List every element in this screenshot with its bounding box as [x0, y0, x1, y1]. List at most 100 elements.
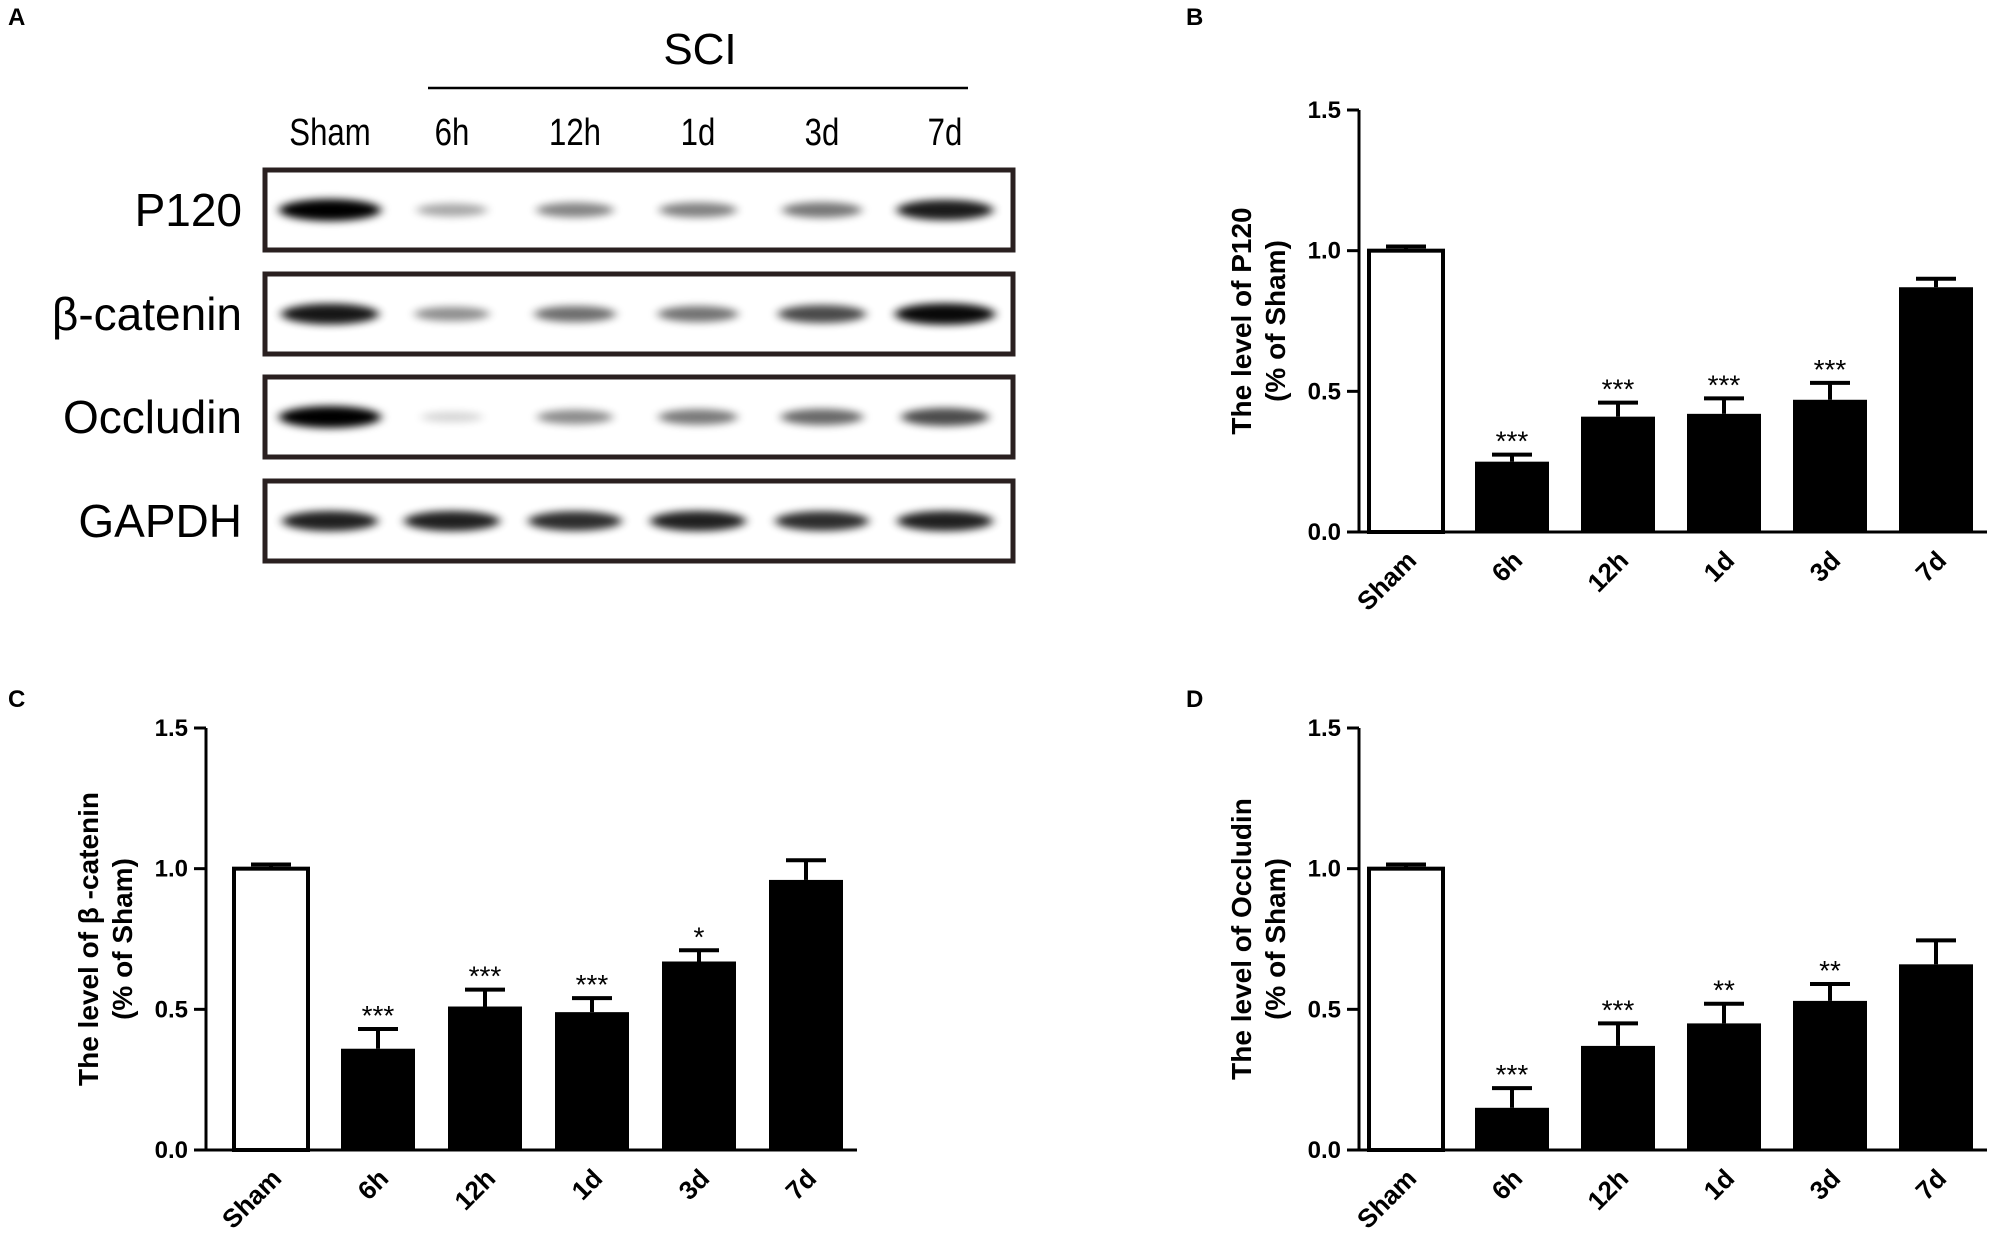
bar-12h — [1581, 1045, 1655, 1150]
chart-beta-catenin: 0.0 0.5 1.0 1.5 The level of β -catenin (% of… — [40, 690, 880, 1256]
blot-band — [536, 202, 614, 218]
significance-label: *** — [1602, 994, 1635, 1025]
y-axis-label-sub: (% of Sham) — [1260, 240, 1291, 402]
y-axis-label: The level of β -catenin — [73, 792, 104, 1086]
panel-letter-b: B — [1186, 4, 1204, 31]
blot-band — [279, 406, 381, 428]
blot-band — [777, 304, 867, 324]
western-blot-figure: SCI Sham 6h 12h 1d 3d 7d P120 β-catenin Occludi… — [52, 25, 1016, 564]
x-tick-label: 1d — [1698, 545, 1741, 588]
x-tick-label: 3d — [1804, 1163, 1847, 1206]
y-axis-label: The level of P120 — [1226, 207, 1257, 434]
x-tick-label: 6h — [352, 1163, 395, 1206]
significance-label: * — [694, 921, 705, 952]
y-tick-label: 0.5 — [155, 996, 188, 1023]
bar-3d — [1793, 1000, 1867, 1150]
bar-6h — [1475, 1107, 1549, 1150]
y-tick-label: 0.0 — [155, 1137, 188, 1164]
blot-band — [404, 510, 500, 532]
blot-frame — [262, 478, 1016, 564]
x-tick-label: 6h — [1486, 1163, 1529, 1206]
bar-7d — [769, 879, 843, 1150]
bar-1d — [555, 1012, 629, 1150]
chart-occludin: 0.0 0.5 1.0 1.5 The level of Occludin (% of S… — [1190, 690, 2000, 1256]
significance-label: *** — [1602, 374, 1635, 405]
blot-band — [650, 510, 746, 532]
blot-band — [414, 306, 490, 322]
y-tick-label: 1.0 — [155, 856, 188, 883]
blot-band — [780, 408, 864, 426]
y-tick-label: 1.0 — [1308, 238, 1341, 265]
blot-band — [659, 202, 737, 218]
significance-label: ** — [1713, 975, 1735, 1006]
blot-row: β-catenin — [52, 271, 1016, 357]
bar-7d — [1899, 287, 1973, 532]
bar-12h — [1581, 416, 1655, 532]
y-tick-label: 1.5 — [155, 715, 188, 742]
bar-1d — [1687, 413, 1761, 532]
panel-letter-c: C — [8, 686, 26, 713]
y-tick-label: 0.5 — [1308, 996, 1341, 1023]
bar-3d — [662, 961, 736, 1150]
blot-row-label: β-catenin — [52, 288, 242, 340]
blot-band — [896, 199, 994, 221]
chart-p120: 0.0 0.5 1.0 1.5 The level of P120 (% of Sham)… — [1190, 70, 2000, 650]
bar-sham — [1367, 866, 1445, 1153]
panel-letter-d: D — [1186, 686, 1204, 713]
blot-frame — [262, 167, 1016, 253]
western-blot-panel: SCI Sham 6h 12h 1d 3d 7d P120 β-catenin Occludi… — [0, 0, 1040, 580]
blot-row-label: P120 — [135, 184, 242, 236]
blot-band — [281, 303, 379, 325]
y-axis-label-sub: (% of Sham) — [107, 858, 138, 1020]
blot-band — [279, 199, 381, 221]
blot-row-label: GAPDH — [78, 495, 242, 547]
bar-3d — [1793, 399, 1867, 532]
blot-band — [282, 510, 378, 532]
x-tick-label: 1d — [1698, 1163, 1741, 1206]
blot-band — [897, 510, 993, 532]
panel-letter-a: A — [8, 4, 26, 31]
significance-label: *** — [362, 1000, 395, 1031]
significance-label: *** — [469, 961, 502, 992]
x-tick-label: 12h — [1581, 1163, 1634, 1216]
bar-7d — [1899, 964, 1973, 1150]
blot-row: GAPDH — [78, 478, 1016, 564]
lane-label: 12h — [549, 112, 601, 154]
x-tick-label: 12h — [1581, 545, 1634, 598]
bar-sham — [1367, 248, 1445, 535]
x-tick-label: 3d — [1804, 545, 1847, 588]
x-tick-label: 7d — [1910, 1163, 1953, 1206]
x-tick-label: 3d — [673, 1163, 716, 1206]
x-tick-label: Sham — [1351, 1163, 1422, 1234]
significance-label: *** — [1496, 426, 1529, 457]
blot-band — [657, 306, 739, 322]
x-tick-label: Sham — [216, 1163, 287, 1234]
y-tick-label: 0.5 — [1308, 378, 1341, 405]
bar-sham — [232, 866, 310, 1153]
bar-1d — [1687, 1023, 1761, 1150]
blot-frame — [262, 374, 1016, 460]
blot-rows: P120 β-catenin Occludin GAPDH — [52, 167, 1016, 564]
blot-band — [537, 409, 613, 425]
blot-band — [528, 511, 622, 531]
x-tick-label: Sham — [1351, 545, 1422, 616]
blot-band — [775, 511, 869, 531]
significance-label: ** — [1819, 955, 1841, 986]
bar-12h — [448, 1006, 522, 1150]
lane-label: Sham — [289, 112, 370, 154]
lane-label: 7d — [928, 112, 963, 154]
blot-band — [782, 202, 862, 218]
blot-band — [534, 305, 616, 323]
x-tick-label: 7d — [780, 1163, 823, 1206]
blot-row: P120 — [135, 167, 1016, 253]
lane-labels: Sham 6h 12h 1d 3d 7d — [289, 112, 962, 154]
chart-p120-svg: 0.0 0.5 1.0 1.5 The level of P120 (% of Sham)… — [1226, 97, 1987, 616]
lane-label: 6h — [435, 112, 470, 154]
x-tick-label: 6h — [1486, 545, 1529, 588]
significance-label: *** — [576, 969, 609, 1000]
blot-band — [416, 203, 488, 217]
bar-6h — [1475, 461, 1549, 532]
blot-row: Occludin — [63, 374, 1016, 460]
blot-band — [420, 411, 484, 423]
significance-label: *** — [1814, 354, 1847, 385]
